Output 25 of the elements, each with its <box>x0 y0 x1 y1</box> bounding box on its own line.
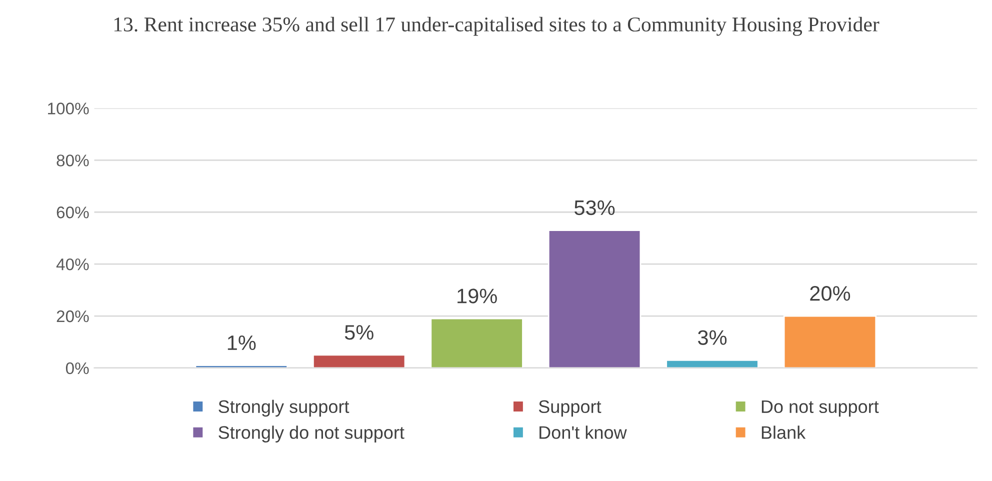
data-label: 1% <box>228 335 256 350</box>
bar <box>430 318 524 368</box>
legend-label: Don't know <box>540 426 627 439</box>
bar <box>312 354 406 368</box>
legend-label: Strongly do not support <box>218 426 404 442</box>
data-label: 20% <box>810 286 850 301</box>
bar <box>666 359 759 368</box>
y-tick-label: 20% <box>56 310 89 322</box>
data-label: 3% <box>698 330 727 345</box>
legend-label: Blank <box>762 426 806 439</box>
chart-title: 13. Rent increase 35% and sell 17 under-capitalised sites to a Community Housing Provider <box>114 16 880 36</box>
y-tick-label: 40% <box>56 258 89 270</box>
y-tick-label: 0% <box>66 362 89 374</box>
legend-label: Do not support <box>762 400 879 417</box>
data-label: 19% <box>458 288 497 304</box>
bar <box>783 315 877 368</box>
legend-label: Support <box>538 400 602 417</box>
data-label: 53% <box>574 200 615 216</box>
data-label: 5% <box>344 325 374 340</box>
y-tick-label: 100% <box>48 102 89 114</box>
bar <box>194 364 288 368</box>
y-tick-label: 80% <box>56 154 89 166</box>
y-tick-label: 60% <box>56 206 89 218</box>
bar <box>548 230 642 368</box>
legend-label: Strongly support <box>218 400 350 417</box>
